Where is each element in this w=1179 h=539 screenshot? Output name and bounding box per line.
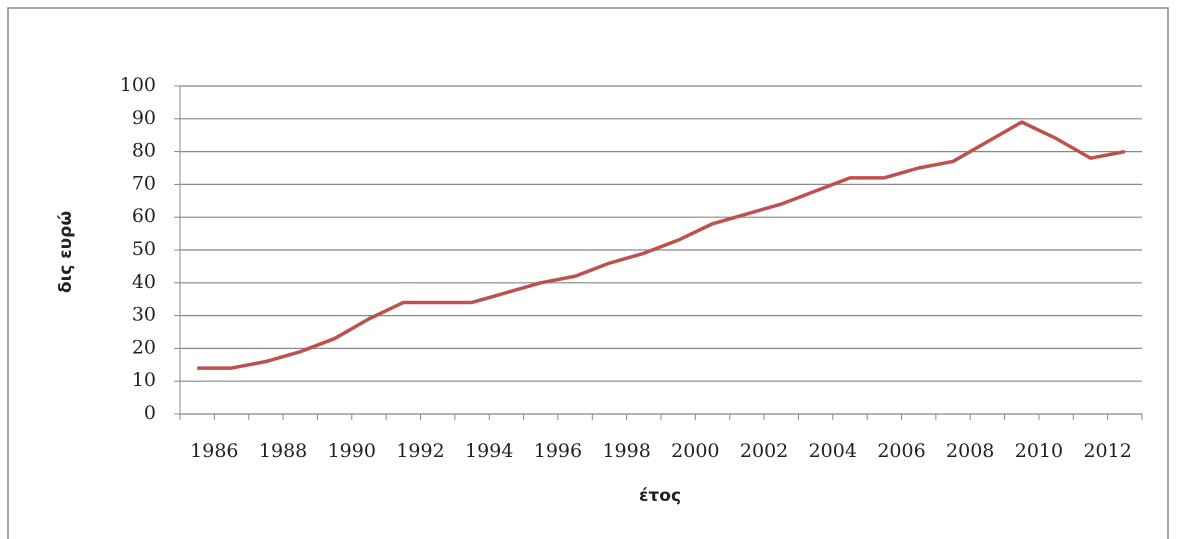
y-tick-label: 0: [144, 402, 156, 424]
x-tick-label: 1996: [534, 440, 582, 462]
chart-frame: [7, 7, 1169, 539]
y-tick-label: 20: [132, 336, 156, 358]
x-tick-label: 1998: [602, 440, 650, 462]
y-tick-label: 80: [132, 140, 156, 162]
x-axis-title: έτος: [639, 486, 681, 506]
x-tick-label: 1990: [328, 440, 376, 462]
x-tick-label: 2002: [740, 440, 788, 462]
y-tick-label: 60: [132, 205, 156, 227]
x-tick-label: 1994: [465, 440, 513, 462]
x-tick-label: 1988: [259, 440, 307, 462]
y-tick-label: 100: [120, 74, 156, 96]
x-tick-label: 1992: [396, 440, 444, 462]
x-tick-label: 2000: [671, 440, 719, 462]
y-tick-label: 10: [132, 369, 156, 391]
x-tick-label: 2010: [1015, 440, 1063, 462]
y-tick-label: 70: [132, 172, 156, 194]
data-line: [197, 120, 1126, 370]
x-tick-label: 2006: [877, 440, 925, 462]
y-tick-label: 30: [132, 304, 156, 326]
y-axis-title: δις ευρώ: [56, 211, 76, 293]
y-tick-label: 40: [132, 271, 156, 293]
x-tick-label: 1986: [190, 440, 238, 462]
x-tick-label: 2004: [809, 440, 857, 462]
y-tick-label: 50: [132, 238, 156, 260]
y-tick-label: 90: [132, 107, 156, 129]
x-tick-label: 2008: [946, 440, 994, 462]
x-tick-label: 2012: [1083, 440, 1131, 462]
